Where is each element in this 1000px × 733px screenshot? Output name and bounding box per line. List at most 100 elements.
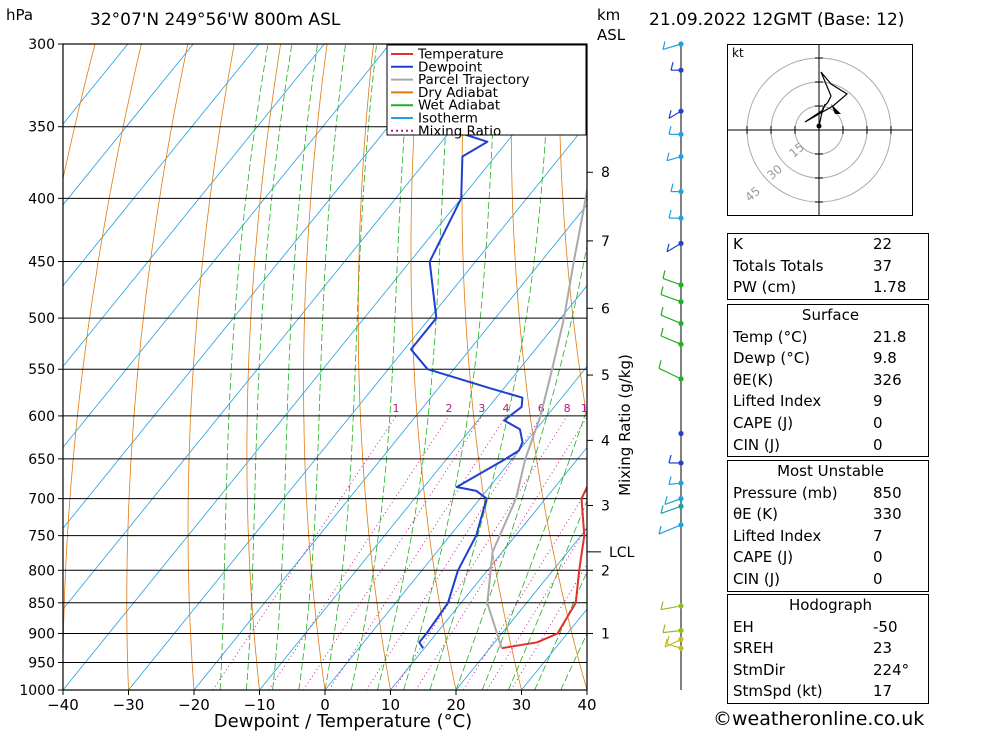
dry-adiabat-line <box>461 44 522 690</box>
temperature-series <box>501 484 587 650</box>
surface-cin-row: CIN (J) 0 <box>728 435 928 457</box>
stmdir-row: StmDir 224° <box>728 660 928 682</box>
mixing-ratio-label: 25 <box>670 402 684 415</box>
isotherm-line <box>63 44 194 206</box>
wind-level-marker <box>678 522 684 528</box>
mu-pressure-row: Pressure (mb) 850 <box>728 483 928 505</box>
pressure-tick-label: 650 <box>28 452 55 468</box>
pressure-tick-label: 1000 <box>19 683 55 699</box>
wind-barb-icon <box>660 335 682 345</box>
mu-lifted-index-value: 7 <box>873 526 883 545</box>
wind-barb-icon <box>670 183 674 192</box>
wind-barb-icon <box>660 601 664 610</box>
dry-adiabat-line <box>63 44 142 690</box>
mixing-ratio-line <box>268 415 450 690</box>
mu-cape-label: CAPE (J) <box>733 548 794 567</box>
mixing-ratio-label: 8 <box>564 402 571 415</box>
surface-cin-label: CIN (J) <box>733 435 781 454</box>
wind-barb-icon <box>660 314 682 324</box>
stmspd-row: StmSpd (kt) 17 <box>728 681 928 703</box>
pressure-tick-label: 700 <box>28 492 55 508</box>
km-tick-label: 5 <box>601 368 610 384</box>
wind-level-marker <box>678 67 684 73</box>
mu-cape-value: 0 <box>873 548 883 567</box>
asl-unit-label: ASL <box>597 26 626 44</box>
wind-level-marker <box>678 240 684 246</box>
mu-pressure-value: 850 <box>873 483 902 502</box>
dry-adiabat-line <box>931 44 1000 690</box>
legend-box <box>386 44 587 136</box>
datetime-title: 21.09.2022 12GMT (Base: 12) <box>649 10 905 30</box>
surface-theta-e-value: 326 <box>873 370 902 389</box>
temperature-tick-label: −40 <box>47 696 79 714</box>
dry-adiabat-line <box>357 44 391 690</box>
km-tick-label: 4 <box>601 433 610 449</box>
temperature-tick-label: −20 <box>178 696 210 714</box>
most-unstable-title: Most Unstable <box>777 462 884 480</box>
wind-level-marker <box>678 430 684 437</box>
sreh-row: SREH 23 <box>728 638 928 660</box>
mixing-ratio-label: 20 <box>648 402 662 415</box>
mu-theta-e-row: θE (K) 330 <box>728 504 928 526</box>
parcel-trajectory-series <box>486 184 587 649</box>
pressure-tick-label: 400 <box>28 191 55 207</box>
hodograph-stats-title: Hodograph <box>788 596 873 614</box>
wind-level-marker <box>678 189 684 195</box>
k-index-value: 22 <box>873 235 893 253</box>
wind-level-marker <box>678 460 684 466</box>
mixing-ratio-label: 4 <box>502 402 509 415</box>
credit-link[interactable]: ©weatheronline.co.uk <box>713 708 925 730</box>
wind-level-marker <box>678 603 684 609</box>
pressure-tick-label: 450 <box>28 255 55 271</box>
mu-lifted-index-label: Lifted Index <box>733 526 822 545</box>
wind-level-marker <box>678 496 684 502</box>
km-tick-label: 7 <box>601 234 610 250</box>
pressure-tick-label: 600 <box>28 409 55 425</box>
wind-level-marker <box>678 41 684 47</box>
hodograph-trace <box>804 71 849 127</box>
km-unit-label: km <box>597 6 621 24</box>
wind-barb-icon <box>664 638 668 648</box>
pressure-tick-label: 950 <box>28 655 55 671</box>
pw-label: PW (cm) <box>733 278 797 297</box>
wet-adiabat-line <box>377 44 452 690</box>
isotherm-line <box>63 44 325 368</box>
wet-adiabat-line <box>350 44 412 690</box>
wind-level-marker <box>678 645 684 651</box>
dry-adiabat-line <box>126 44 189 690</box>
hodograph-origin-marker <box>816 123 822 129</box>
isotherm-line <box>193 204 587 690</box>
sreh-label: SREH <box>733 639 774 658</box>
legend-label: Dewpoint <box>418 59 482 75</box>
mixing-ratio-line <box>212 415 397 690</box>
wind-barb-icon <box>668 476 672 485</box>
sreh-value: 23 <box>873 639 893 658</box>
surface-theta-e-row: θE(K) 326 <box>728 370 928 392</box>
surface-theta-e-label: θE(K) <box>733 370 774 389</box>
wind-barb-icon <box>660 327 664 337</box>
mixing-ratio-label: 3 <box>478 402 485 415</box>
mu-cin-row: CIN (J) 0 <box>728 569 928 591</box>
wind-barb-icon <box>666 152 670 161</box>
stmspd-value: 17 <box>873 682 893 701</box>
wet-adiabat-line <box>219 44 269 690</box>
surface-cape-value: 0 <box>873 413 883 432</box>
mixing-ratio-label: 10 <box>581 402 595 415</box>
wind-barb-icon <box>658 524 682 535</box>
wind-barb-icon <box>666 635 670 645</box>
wind-level-marker <box>678 215 684 221</box>
wind-barb-icon <box>660 306 664 316</box>
isotherm-line <box>63 44 129 125</box>
totals-totals-label: Totals Totals <box>733 256 824 275</box>
mixing-ratio-line <box>510 563 587 690</box>
km-tick-label: 3 <box>601 498 610 514</box>
temperature-tick-label: 30 <box>512 696 531 714</box>
isotherm-line <box>63 44 587 690</box>
indices-table: K 22 Totals Totals 37 PW (cm) 1.78 <box>727 233 929 300</box>
pressure-tick-label: 500 <box>28 311 55 327</box>
eh-label: EH <box>733 617 754 636</box>
wind-barb-icon <box>662 270 666 279</box>
isotherm-line <box>259 285 587 690</box>
mu-lifted-index-row: Lifted Index 7 <box>728 526 928 548</box>
dry-adiabat-line <box>246 44 281 690</box>
